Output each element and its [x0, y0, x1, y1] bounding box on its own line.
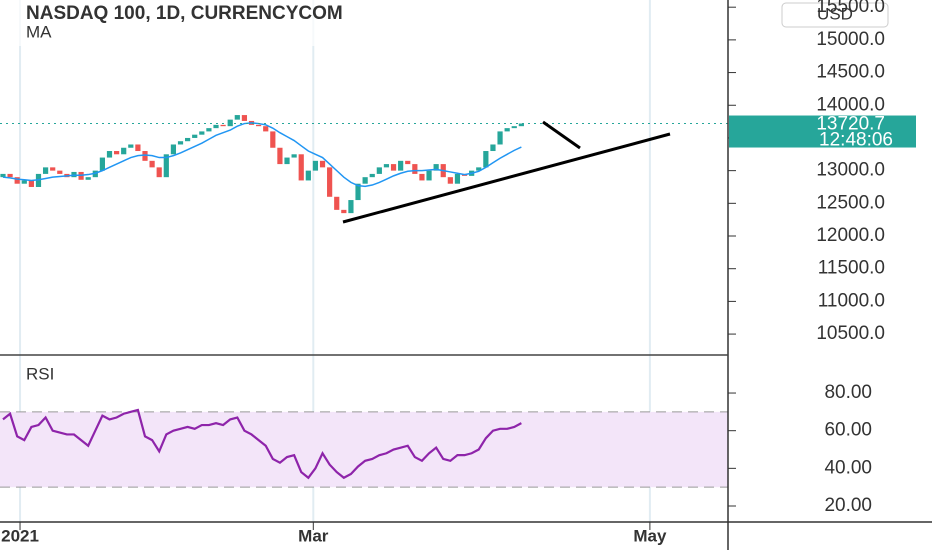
- candle-body: [135, 144, 141, 152]
- candle-body: [7, 173, 13, 178]
- candle-body: [128, 144, 134, 148]
- candle-body: [490, 144, 496, 152]
- candle-body: [199, 131, 205, 135]
- candle-body: [291, 154, 297, 158]
- candle-body: [213, 124, 219, 129]
- candle-body: [241, 115, 248, 121]
- candle-body: [319, 160, 326, 168]
- candle-body: [348, 200, 354, 214]
- y-tick-label: 15500.0: [816, 0, 885, 17]
- grid: [0, 0, 728, 522]
- candle-body: [121, 147, 127, 155]
- candle-body: [376, 167, 382, 174]
- trend-line: [342, 132, 671, 224]
- candle-body: [28, 180, 34, 187]
- candle-body: [277, 147, 283, 165]
- candle-body: [362, 177, 368, 184]
- legend-backdrop: [0, 0, 640, 46]
- currency-button[interactable]: [781, 2, 889, 28]
- candle-body: [383, 164, 390, 168]
- candle-body: [57, 170, 63, 174]
- plot: [0, 115, 728, 480]
- y-tick-label: 80.00: [824, 382, 872, 403]
- y-tick-label: 60.00: [824, 420, 872, 441]
- candle-body: [284, 157, 290, 165]
- candle-body: [305, 170, 311, 181]
- y-tick-label: 12500.0: [816, 192, 885, 213]
- y-tick-label: 15000.0: [816, 29, 885, 50]
- y-tick-label: 20.00: [824, 495, 872, 516]
- y-tick-label: 11500.0: [818, 258, 885, 279]
- y-tick-label: 10500.0: [816, 323, 885, 344]
- last-time-label: 12:48:06: [819, 130, 893, 151]
- candle-body: [483, 151, 489, 168]
- y-tick-label: 40.00: [824, 457, 872, 478]
- candle-body: [177, 141, 184, 145]
- rsi-band: [0, 411, 728, 488]
- candle-body: [0, 173, 6, 178]
- candle-body: [42, 167, 49, 174]
- candle-body: [99, 157, 105, 171]
- candle-body: [85, 177, 91, 180]
- candle-body: [227, 119, 233, 127]
- candle-body: [14, 177, 20, 184]
- candle-body: [398, 160, 404, 171]
- candle-body: [106, 151, 113, 158]
- candle-body: [334, 196, 340, 210]
- candle-body: [419, 173, 425, 181]
- candle-body: [156, 167, 162, 178]
- candle-body: [298, 154, 304, 181]
- x-tick-label: 2021: [1, 526, 39, 545]
- ma-line: [2, 122, 522, 188]
- candle-body: [327, 167, 333, 197]
- chart-title: NASDAQ 100, 1D, CURRENCYCOM: [26, 3, 343, 24]
- candle-body: [511, 126, 517, 129]
- y-tick-label: 14500.0: [816, 62, 885, 83]
- last-price-label: 13720.7: [816, 114, 885, 135]
- y-tick-label: 14000.0: [816, 94, 885, 115]
- candle-body: [497, 131, 503, 145]
- candle-body: [447, 177, 453, 184]
- last-price-box: [729, 115, 916, 148]
- candle-body: [220, 124, 226, 127]
- candle-body: [192, 134, 198, 138]
- y-tick-label: 11000.0: [818, 290, 885, 311]
- candle-body: [312, 160, 319, 171]
- x-tick-label: May: [633, 526, 667, 545]
- pane-title: RSI: [26, 364, 54, 383]
- candle-body: [163, 154, 169, 178]
- currency-label[interactable]: USD: [817, 4, 853, 23]
- candle-body: [185, 137, 191, 142]
- candle-body: [369, 173, 375, 178]
- trend-line: [542, 120, 581, 150]
- candle-body: [476, 167, 482, 171]
- candle-body: [341, 209, 347, 214]
- candle-body: [355, 183, 361, 201]
- candle-body: [504, 128, 510, 132]
- y-tick-label: 13000.0: [816, 160, 885, 181]
- candle-body: [142, 151, 148, 161]
- candle-body: [426, 170, 432, 181]
- candle-body: [405, 160, 411, 165]
- candle-body: [256, 124, 262, 127]
- candle-body: [206, 128, 212, 132]
- x-tick-label: Mar: [298, 526, 329, 545]
- candle-body: [390, 164, 397, 171]
- y-tick-label: 12000.0: [816, 225, 885, 246]
- candle-body: [518, 123, 524, 127]
- legend-entry: MA: [26, 22, 52, 41]
- candle-body: [263, 126, 269, 132]
- candle-body: [170, 144, 177, 155]
- candle-body: [113, 151, 120, 155]
- candle-body: [234, 115, 240, 120]
- candle-body: [433, 164, 439, 171]
- candle-body: [412, 164, 418, 174]
- rsi-line: [2, 408, 522, 480]
- candle-body: [270, 131, 276, 148]
- candle-body: [21, 180, 27, 184]
- candle-body: [454, 173, 461, 184]
- candle-body: [149, 160, 155, 168]
- candle-body: [50, 167, 56, 171]
